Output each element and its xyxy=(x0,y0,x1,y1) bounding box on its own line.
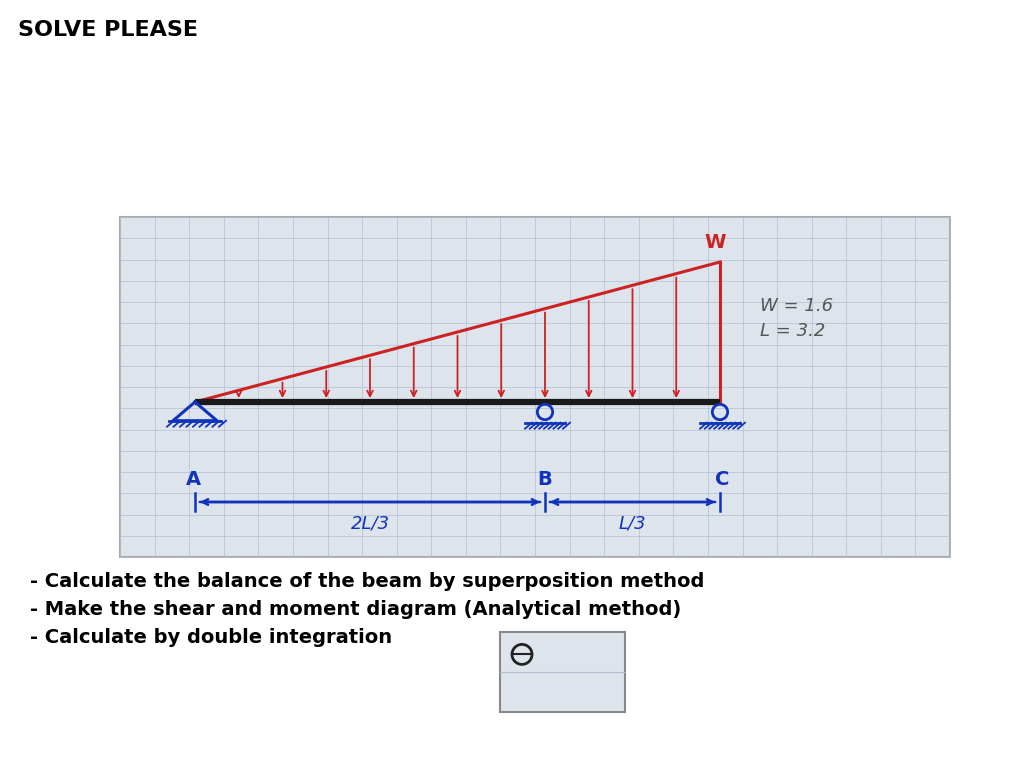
Bar xyxy=(500,632,625,712)
Text: W = 1.6: W = 1.6 xyxy=(760,297,834,315)
Text: SOLVE PLEASE: SOLVE PLEASE xyxy=(18,20,198,40)
Text: - Make the shear and moment diagram (Analytical method): - Make the shear and moment diagram (Ana… xyxy=(30,600,681,619)
Text: y AB: y AB xyxy=(514,679,552,697)
Text: C: C xyxy=(715,470,729,489)
Text: L/3: L/3 xyxy=(618,515,646,533)
Text: - Calculate the balance of the beam by superposition method: - Calculate the balance of the beam by s… xyxy=(30,572,705,591)
Text: L = 3.2: L = 3.2 xyxy=(760,322,825,340)
Text: W: W xyxy=(705,233,726,252)
Bar xyxy=(120,217,950,557)
Text: B: B xyxy=(538,470,552,489)
Text: 2L/3: 2L/3 xyxy=(350,515,389,533)
Text: - Calculate by double integration: - Calculate by double integration xyxy=(30,628,392,647)
Text: AB: AB xyxy=(536,642,559,660)
Text: A: A xyxy=(185,470,201,489)
